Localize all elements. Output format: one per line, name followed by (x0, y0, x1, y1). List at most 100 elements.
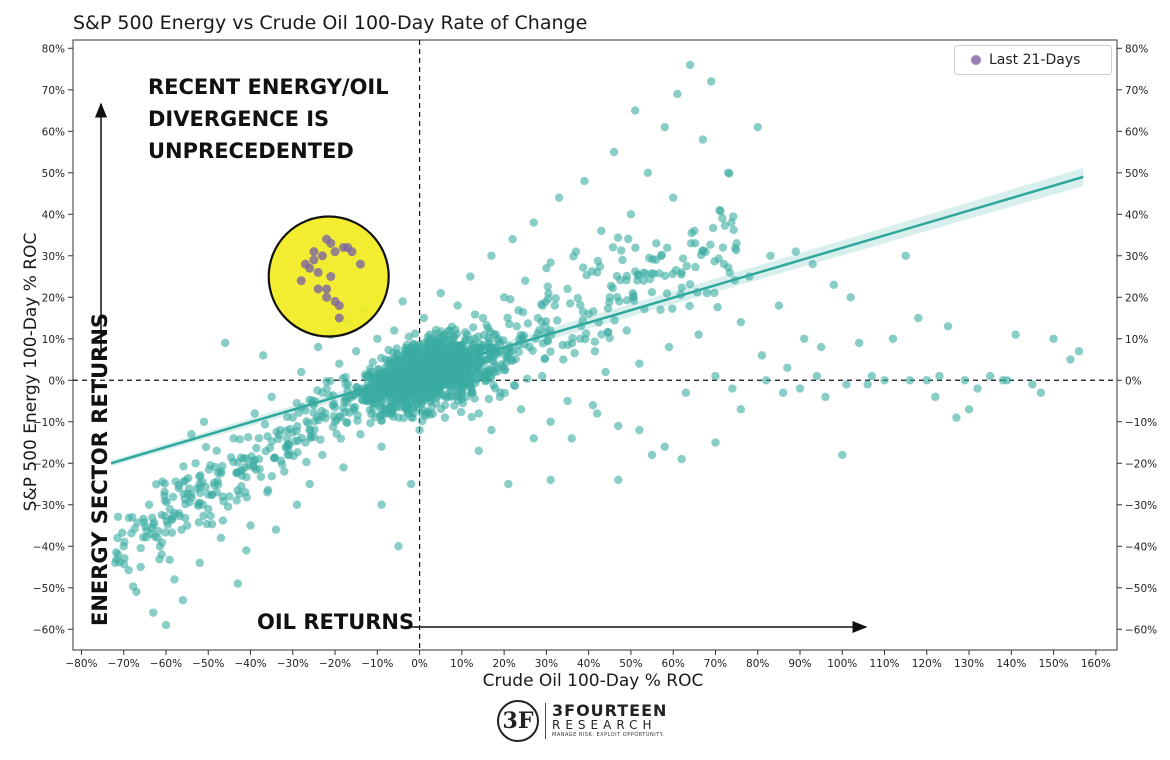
history-point (690, 226, 699, 236)
history-point (710, 288, 719, 298)
history-point (440, 400, 450, 410)
history-point (566, 299, 575, 308)
y-tick-label-right: 0% (1125, 375, 1142, 387)
history-point (613, 233, 623, 242)
history-point (377, 442, 386, 451)
history-point (233, 486, 242, 495)
history-point (310, 416, 319, 426)
history-point (517, 335, 527, 344)
chart-title: S&P 500 Energy vs Crude Oil 100-Day Rate… (73, 12, 588, 34)
history-point (905, 376, 915, 385)
history-point (576, 300, 585, 310)
history-point (622, 271, 631, 281)
history-point (161, 528, 170, 537)
history-point (144, 500, 154, 509)
history-point (648, 255, 657, 264)
y-tick-label: −60% (33, 624, 65, 636)
history-point (629, 291, 638, 301)
history-point (736, 405, 746, 414)
history-point (466, 272, 475, 281)
history-point (521, 276, 530, 285)
history-point (174, 483, 183, 493)
history-point (305, 479, 314, 489)
history-point (423, 363, 433, 373)
history-point (523, 374, 532, 383)
history-point (538, 301, 547, 310)
history-point (368, 405, 378, 414)
history-point (233, 579, 243, 588)
history-point (218, 516, 228, 525)
y-tick-label: −30% (33, 500, 65, 512)
history-point (436, 376, 446, 386)
history-point (140, 517, 149, 527)
history-point (452, 342, 461, 351)
history-point (120, 554, 129, 563)
history-point (212, 446, 221, 456)
history-point (656, 305, 665, 314)
history-point (645, 274, 655, 284)
history-point (608, 283, 617, 293)
history-point (220, 338, 230, 348)
history-point (260, 420, 270, 429)
history-point (635, 359, 644, 368)
logo-icon: 3F (497, 700, 539, 742)
history-point (149, 608, 158, 617)
history-point (931, 392, 940, 402)
history-point (778, 388, 788, 397)
history-point (225, 492, 234, 501)
history-point (514, 347, 524, 356)
history-point (212, 488, 221, 497)
history-point (157, 550, 166, 559)
y-tick-label: −40% (33, 541, 65, 553)
history-point (711, 438, 720, 447)
history-point (774, 301, 784, 310)
x-tick-label: −60% (150, 658, 182, 670)
history-point (660, 271, 670, 281)
history-point (117, 528, 127, 537)
history-point (280, 467, 289, 476)
x-tick-label: −40% (234, 658, 266, 670)
history-point (647, 287, 657, 297)
history-point (267, 437, 277, 446)
history-point (402, 405, 411, 415)
history-point (732, 239, 741, 248)
history-point (617, 246, 626, 255)
history-point (444, 326, 454, 335)
history-point (624, 234, 633, 244)
history-point (320, 409, 330, 418)
history-point (468, 323, 478, 332)
history-point (537, 371, 547, 381)
y-tick-label-right: 70% (1125, 85, 1148, 97)
history-point (396, 367, 405, 376)
history-point (486, 349, 495, 358)
history-point (594, 318, 603, 327)
y-axis-label: S&P 500 Energy 100-Day % ROC (21, 233, 41, 512)
history-point (201, 442, 211, 452)
x-tick-label: 120% (912, 658, 942, 670)
history-point (603, 327, 613, 337)
recent-point (313, 284, 323, 294)
y-tick-label-right: −50% (1125, 583, 1157, 595)
history-point (432, 398, 441, 408)
history-point (543, 282, 552, 291)
history-point (508, 234, 517, 244)
history-point (578, 315, 588, 325)
history-point (550, 301, 560, 310)
history-point (473, 352, 483, 362)
history-point (542, 264, 551, 273)
history-point (194, 518, 204, 527)
history-point (343, 418, 352, 428)
history-point (187, 430, 196, 439)
history-point (136, 562, 145, 572)
y-tick-label: 80% (42, 43, 65, 55)
history-point (922, 376, 931, 385)
history-point (406, 479, 416, 489)
history-point (397, 380, 406, 389)
history-point (368, 358, 377, 367)
history-point (179, 462, 188, 471)
history-point (597, 226, 606, 236)
history-point (199, 417, 209, 426)
history-point (385, 388, 395, 397)
history-point (685, 60, 695, 70)
